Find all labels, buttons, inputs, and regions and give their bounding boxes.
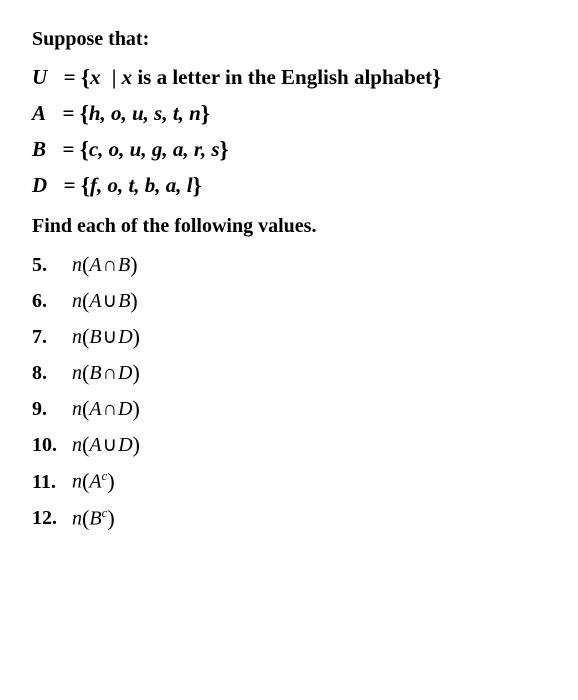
problem-number: 12. xyxy=(32,507,72,530)
expression: n(B∪D) xyxy=(72,324,140,350)
n-func: n xyxy=(72,434,82,456)
close-paren: ) xyxy=(130,252,137,277)
close-paren: ) xyxy=(132,396,139,421)
x-var2: x xyxy=(122,65,133,89)
problem-11: 11. n(Ac) xyxy=(32,468,546,495)
set-op: ∪ xyxy=(102,290,119,312)
close-brace: } xyxy=(432,65,441,90)
right-set: D xyxy=(118,326,132,348)
n-func: n xyxy=(72,326,82,348)
left-set: B xyxy=(89,326,101,348)
close-paren: ) xyxy=(107,505,114,530)
problem-12: 12. n(Bc) xyxy=(32,505,546,532)
close-paren: ) xyxy=(132,360,139,385)
problem-number: 6. xyxy=(32,290,72,313)
set-op: ∩ xyxy=(102,398,118,420)
problem-number: 9. xyxy=(32,398,72,421)
set-D-elements: f, o, t, b, a, l xyxy=(90,173,193,197)
set-op: ∪ xyxy=(102,434,119,456)
close-brace: } xyxy=(193,173,202,198)
expression: n(A∩D) xyxy=(72,396,140,422)
eq-sign: = xyxy=(64,173,76,197)
var-U: U xyxy=(32,65,47,89)
left-set: A xyxy=(89,254,101,276)
open-brace: { xyxy=(80,101,89,126)
right-set: B xyxy=(118,290,130,312)
suppose-heading: Suppose that: xyxy=(32,28,546,51)
left-set: B xyxy=(89,362,101,384)
var-B: B xyxy=(32,137,46,161)
problem-10: 10. n(A∪D) xyxy=(32,432,546,458)
condition-text: is a letter in the English alphabet xyxy=(132,65,432,89)
find-heading: Find each of the following values. xyxy=(32,215,546,238)
problem-number: 5. xyxy=(32,254,72,277)
such-that-bar: | xyxy=(112,65,117,89)
left-set: A xyxy=(89,434,101,456)
close-paren: ) xyxy=(130,288,137,313)
expression: n(A∩B) xyxy=(72,252,138,278)
n-func: n xyxy=(72,507,82,529)
problem-number: 10. xyxy=(32,434,72,457)
expression: n(Bc) xyxy=(72,505,115,532)
eq-sign: = xyxy=(63,137,75,161)
expression: n(B∩D) xyxy=(72,360,140,386)
left-set: B xyxy=(89,507,101,529)
close-paren: ) xyxy=(133,432,140,457)
set-op: ∩ xyxy=(102,362,118,384)
set-op: ∩ xyxy=(102,254,118,276)
left-set: A xyxy=(89,471,101,493)
problem-number: 11. xyxy=(32,471,72,494)
problem-9: 9. n(A∩D) xyxy=(32,396,546,422)
problem-8: 8. n(B∩D) xyxy=(32,360,546,386)
var-A: A xyxy=(32,101,46,125)
right-set: D xyxy=(118,362,132,384)
left-set: A xyxy=(89,290,101,312)
set-op: ∪ xyxy=(102,326,119,348)
problem-5: 5. n(A∩B) xyxy=(32,252,546,278)
eq-sign: = xyxy=(64,65,76,89)
set-D-definition: D = {f, o, t, b, a, l} xyxy=(32,173,546,199)
left-set: A xyxy=(89,398,101,420)
problem-7: 7. n(B∪D) xyxy=(32,324,546,350)
set-A-definition: A = {h, o, u, s, t, n} xyxy=(32,101,546,127)
open-brace: { xyxy=(81,65,90,90)
close-brace: } xyxy=(201,101,210,126)
set-B-definition: B = {c, o, u, g, a, r, s} xyxy=(32,137,546,163)
expression: n(A∪D) xyxy=(72,432,140,458)
problem-6: 6. n(A∪B) xyxy=(32,288,546,314)
right-set: B xyxy=(118,254,130,276)
set-A-elements: h, o, u, s, t, n xyxy=(89,101,201,125)
x-var: x xyxy=(90,65,101,89)
n-func: n xyxy=(72,398,82,420)
problem-number: 8. xyxy=(32,362,72,385)
n-func: n xyxy=(72,362,82,384)
expression: n(A∪B) xyxy=(72,288,138,314)
set-U-definition: U = {x | x is a letter in the English al… xyxy=(32,65,546,91)
right-set: D xyxy=(118,398,132,420)
n-func: n xyxy=(72,290,82,312)
n-func: n xyxy=(72,254,82,276)
open-brace: { xyxy=(81,173,90,198)
problem-number: 7. xyxy=(32,326,72,349)
close-paren: ) xyxy=(107,469,114,494)
set-B-elements: c, o, u, g, a, r, s xyxy=(89,137,220,161)
close-brace: } xyxy=(220,137,229,162)
right-set: D xyxy=(118,434,132,456)
close-paren: ) xyxy=(133,324,140,349)
var-D: D xyxy=(32,173,47,197)
expression: n(Ac) xyxy=(72,468,115,495)
n-func: n xyxy=(72,471,82,493)
eq-sign: = xyxy=(63,101,75,125)
open-brace: { xyxy=(80,137,89,162)
